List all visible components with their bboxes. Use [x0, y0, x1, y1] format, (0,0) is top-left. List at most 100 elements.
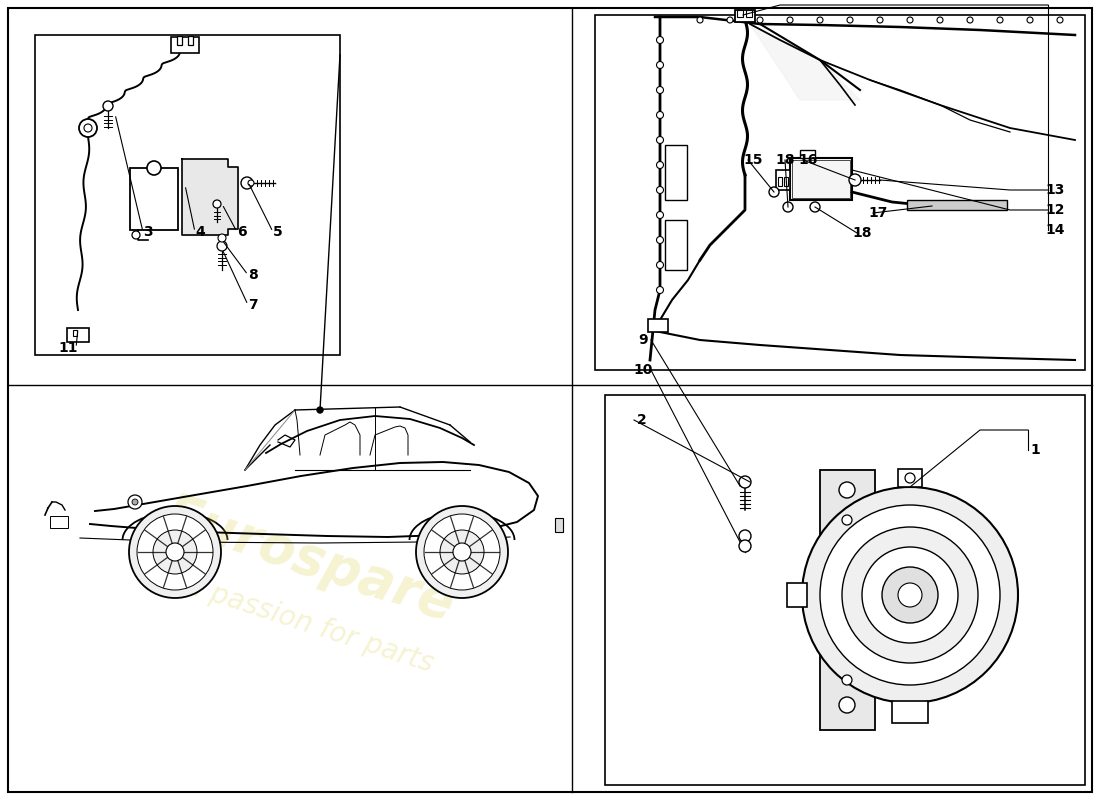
Circle shape: [153, 530, 197, 574]
Circle shape: [862, 547, 958, 643]
Text: 2: 2: [637, 413, 647, 427]
Bar: [892, 701, 928, 723]
Bar: [792, 160, 850, 198]
Circle shape: [103, 101, 113, 111]
Circle shape: [820, 505, 1000, 685]
Bar: [666, 145, 688, 200]
Circle shape: [84, 124, 92, 132]
Circle shape: [1027, 17, 1033, 23]
Circle shape: [908, 17, 913, 23]
Circle shape: [128, 495, 142, 509]
Bar: [735, 10, 755, 22]
Circle shape: [1057, 17, 1063, 23]
Bar: [188, 36, 192, 45]
Bar: [648, 319, 668, 332]
Bar: [778, 177, 782, 186]
Circle shape: [898, 583, 922, 607]
Bar: [786, 583, 807, 607]
Bar: [784, 177, 788, 186]
Circle shape: [657, 111, 663, 118]
Circle shape: [657, 37, 663, 43]
Text: 11: 11: [58, 341, 78, 355]
Text: 9: 9: [638, 333, 648, 347]
Text: 10: 10: [634, 363, 652, 377]
Text: a passion for parts: a passion for parts: [183, 572, 438, 678]
Bar: [130, 168, 178, 230]
Circle shape: [882, 567, 938, 623]
Circle shape: [166, 543, 184, 561]
Circle shape: [839, 697, 855, 713]
Circle shape: [424, 514, 500, 590]
Circle shape: [657, 286, 663, 294]
Bar: [820, 470, 874, 730]
Circle shape: [839, 482, 855, 498]
Circle shape: [997, 17, 1003, 23]
Text: 8: 8: [249, 268, 257, 282]
Circle shape: [657, 62, 663, 69]
Circle shape: [147, 161, 161, 175]
Text: 6: 6: [238, 225, 246, 239]
Bar: [800, 150, 815, 158]
Circle shape: [697, 17, 703, 23]
Circle shape: [802, 487, 1018, 703]
Bar: [73, 330, 77, 336]
Bar: [908, 200, 1007, 210]
Text: 12: 12: [1045, 203, 1065, 217]
Circle shape: [842, 675, 852, 685]
Bar: [898, 469, 922, 487]
Text: 15: 15: [744, 153, 762, 167]
Circle shape: [657, 137, 663, 143]
Circle shape: [657, 237, 663, 243]
Circle shape: [657, 162, 663, 169]
Circle shape: [757, 17, 763, 23]
Circle shape: [317, 407, 323, 413]
Bar: [790, 158, 852, 200]
Text: 18: 18: [852, 226, 871, 240]
Polygon shape: [750, 24, 860, 100]
Bar: [177, 36, 182, 45]
Bar: [666, 220, 688, 270]
Circle shape: [967, 17, 974, 23]
Text: 7: 7: [249, 298, 257, 312]
Text: 13: 13: [1045, 183, 1065, 197]
Circle shape: [218, 234, 226, 242]
Bar: [67, 328, 89, 342]
Circle shape: [769, 187, 779, 197]
Text: 18: 18: [776, 153, 794, 167]
Circle shape: [842, 527, 978, 663]
Circle shape: [657, 211, 663, 218]
Circle shape: [79, 119, 97, 137]
Bar: [35, 35, 340, 355]
Bar: [746, 10, 752, 17]
Bar: [50, 516, 68, 528]
Circle shape: [132, 231, 140, 239]
Text: 17: 17: [868, 206, 888, 220]
Bar: [556, 518, 563, 532]
Circle shape: [657, 262, 663, 269]
Circle shape: [937, 17, 943, 23]
Circle shape: [217, 241, 227, 251]
Circle shape: [847, 17, 852, 23]
Circle shape: [739, 476, 751, 488]
Circle shape: [810, 202, 820, 212]
Circle shape: [877, 17, 883, 23]
Text: Eurospare: Eurospare: [158, 489, 462, 631]
Circle shape: [783, 202, 793, 212]
Circle shape: [248, 180, 254, 186]
Bar: [776, 170, 790, 190]
Circle shape: [138, 514, 213, 590]
Circle shape: [440, 530, 484, 574]
Text: 1: 1: [1030, 443, 1040, 457]
Circle shape: [132, 499, 138, 505]
Text: a passion for parts: a passion for parts: [738, 134, 942, 217]
Circle shape: [905, 473, 915, 483]
Circle shape: [786, 17, 793, 23]
Text: Eurospare: Eurospare: [720, 83, 960, 197]
Circle shape: [213, 200, 221, 208]
Circle shape: [657, 86, 663, 94]
Circle shape: [817, 17, 823, 23]
Bar: [737, 10, 742, 17]
Circle shape: [416, 506, 508, 598]
Circle shape: [739, 530, 751, 542]
Text: 14: 14: [1045, 223, 1065, 237]
